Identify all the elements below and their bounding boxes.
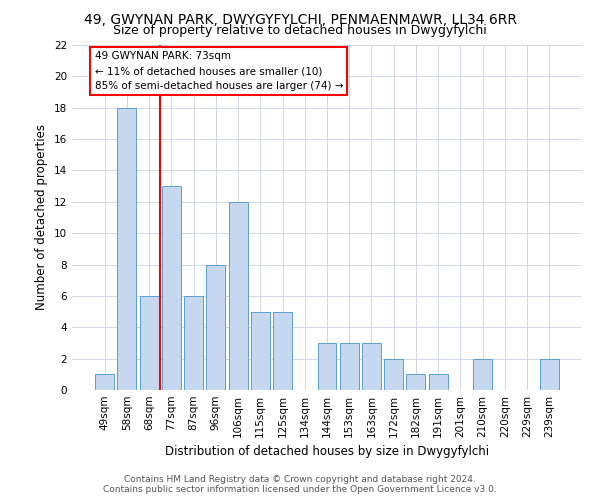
Bar	[184, 296, 203, 390]
Bar	[406, 374, 425, 390]
Bar	[118, 108, 136, 390]
Y-axis label: Number of detached properties: Number of detached properties	[35, 124, 49, 310]
Text: Contains HM Land Registry data © Crown copyright and database right 2024.
Contai: Contains HM Land Registry data © Crown c…	[103, 474, 497, 494]
Bar	[362, 343, 381, 390]
Bar	[340, 343, 359, 390]
Bar	[540, 358, 559, 390]
Bar	[206, 264, 225, 390]
Bar	[429, 374, 448, 390]
Bar	[473, 358, 492, 390]
Bar	[384, 358, 403, 390]
Text: 49 GWYNAN PARK: 73sqm
← 11% of detached houses are smaller (10)
85% of semi-deta: 49 GWYNAN PARK: 73sqm ← 11% of detached …	[95, 52, 343, 91]
Bar	[229, 202, 248, 390]
Bar	[95, 374, 114, 390]
Text: Size of property relative to detached houses in Dwygyfylchi: Size of property relative to detached ho…	[113, 24, 487, 37]
X-axis label: Distribution of detached houses by size in Dwygyfylchi: Distribution of detached houses by size …	[165, 446, 489, 458]
Bar	[317, 343, 337, 390]
Text: 49, GWYNAN PARK, DWYGYFYLCHI, PENMAENMAWR, LL34 6RR: 49, GWYNAN PARK, DWYGYFYLCHI, PENMAENMAW…	[83, 12, 517, 26]
Bar	[162, 186, 181, 390]
Bar	[251, 312, 270, 390]
Bar	[273, 312, 292, 390]
Bar	[140, 296, 158, 390]
